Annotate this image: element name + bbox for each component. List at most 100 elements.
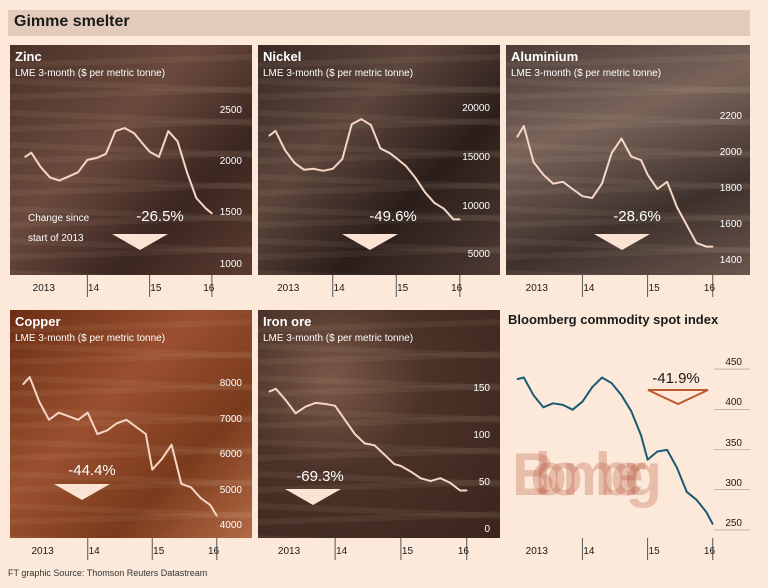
texture-stripe [258,142,500,158]
data-point [449,482,452,484]
data-point [516,136,519,138]
x-tick-label: 15 [397,283,409,294]
data-point [67,175,70,178]
change-note-line2: start of 2013 [28,233,84,244]
y-tick-label: 100 [473,429,490,441]
texture-stripe [258,383,500,397]
data-point [695,242,698,244]
data-point [601,376,603,379]
texture-stripe [10,439,252,455]
data-point [591,386,593,388]
texture-stripe [506,206,750,222]
data-point [620,394,623,397]
texture-stripe [10,110,252,126]
data-point [158,156,160,158]
data-point [405,165,407,167]
texture-stripe [10,214,252,228]
data-point [303,168,305,171]
data-point [630,155,633,158]
data-point [304,405,307,408]
texture-stripe [10,78,252,94]
x-tick-label: 2013 [525,283,548,294]
data-point [199,497,202,499]
x-axis-svg [334,538,468,560]
x-axis-svg [87,538,218,560]
data-point [22,383,25,386]
data-point [542,406,545,409]
x-tick-label: 16 [703,283,716,294]
chart-subtitle: LME 3-month ($ per metric tonne) [511,68,662,79]
texture-stripe [258,182,500,196]
texture-stripe [258,174,500,190]
data-point [96,433,99,435]
y-tick-label: 1400 [719,255,742,266]
chart-title: Copper [15,314,61,329]
texture-stripe [258,54,500,68]
data-point [646,458,649,461]
change-note: Change since start of 2013 [28,209,89,249]
texture-stripe [10,383,252,397]
chart-panel-aluminium: Aluminium LME 3-month ($ per metric tonne… [506,45,750,275]
texture-stripe [10,206,252,222]
texture-stripe [10,503,252,519]
chart-subtitle: LME 3-month ($ per metric tonne) [263,68,414,79]
x-tick-label: 15 [648,546,660,557]
data-point [711,245,714,248]
texture-stripe [10,86,252,100]
footer-source: FT graphic Source: Thomson Reuters Datas… [8,568,208,578]
data-point [522,376,525,379]
change-percent: -44.4% [68,462,116,479]
x-tick-label: 2013 [277,546,301,557]
data-point [145,433,147,435]
y-tick-label: 10000 [462,200,490,212]
x-tick-label: 15 [150,283,162,294]
x-axis: 2013 14 15 16 [258,538,500,562]
x-tick-label: 14 [336,546,348,557]
y-tick-label: 8000 [219,378,242,390]
x-axis: 2013 14 15 16 [258,275,500,299]
x-tick-label: 14 [88,546,100,557]
chart-svg [506,54,750,275]
y-tick-label: 20000 [462,103,490,115]
x-axis-svg [332,275,461,297]
texture-stripe [506,110,750,126]
y-tick-label: 5000 [219,484,242,496]
data-point [274,130,277,132]
chart-subtitle: LME 3-month ($ per metric tonne) [263,333,414,344]
data-point [630,410,633,413]
data-point [522,125,525,127]
chart-svg: Bloomberg [512,368,750,531]
data-point [115,422,118,425]
texture-stripe [506,182,750,196]
data-point [294,412,297,415]
texture-stripe [10,118,252,132]
texture-stripe [258,415,500,429]
data-point [370,124,372,126]
y-tick-label: 300 [725,477,742,489]
data-point [268,390,271,393]
data-point [360,118,363,120]
data-point [123,127,126,129]
texture-stripe [506,54,750,68]
data-point [562,181,564,183]
texture-stripe [258,246,500,260]
texture-stripe [258,319,500,333]
data-point [67,415,70,418]
data-point [429,480,432,482]
x-axis-svg [581,538,714,560]
texture-stripe [258,471,500,487]
texture-stripe [506,150,750,164]
data-point [151,468,154,471]
data-point [532,394,535,397]
data-point [215,514,218,517]
data-point [656,450,659,453]
data-point [419,477,422,480]
data-point [389,152,391,155]
change-arrow [647,389,709,406]
y-tick-label: 2000 [719,147,742,158]
texture-stripe [258,351,500,365]
texture-stripe [258,375,500,391]
x-tick-label: 14 [88,283,100,294]
data-point [363,442,366,445]
x-tick-label: 14 [333,283,345,294]
